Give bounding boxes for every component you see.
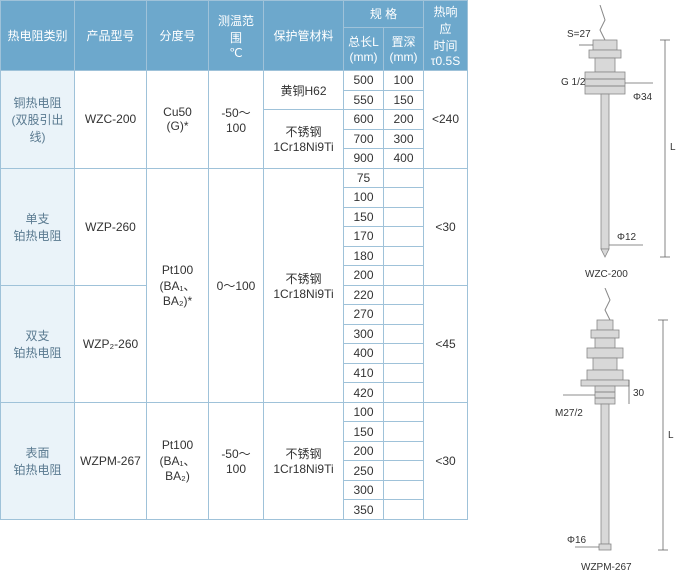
dim-30: 30 — [633, 388, 645, 399]
dim-d12: Φ12 — [617, 232, 637, 243]
cell-length: 400 — [344, 344, 384, 364]
cell-length: 150 — [344, 207, 384, 227]
cell-depth — [384, 188, 424, 208]
cell-length: 100 — [344, 188, 384, 208]
cell-depth — [384, 383, 424, 403]
cell-depth: 400 — [384, 149, 424, 169]
cell-length: 200 — [344, 266, 384, 286]
cell-length: 300 — [344, 480, 384, 500]
cell-category: 双支 铂热电阻 — [1, 285, 75, 402]
cell-depth: 200 — [384, 110, 424, 130]
th-grade: 分度号 — [147, 1, 209, 71]
cell-material: 不锈钢 1Cr18Ni9Ti — [264, 168, 344, 402]
cell-length: 200 — [344, 441, 384, 461]
cell-temp: 0～100 — [209, 168, 264, 402]
cell-model: WZP₂-260 — [75, 285, 147, 402]
th-spec: 规 格 — [344, 1, 424, 28]
cell-depth — [384, 227, 424, 247]
cell-length: 420 — [344, 383, 384, 403]
dim-L: L — [670, 142, 676, 153]
cell-length: 550 — [344, 90, 384, 110]
cell-length: 900 — [344, 149, 384, 169]
cell-material: 不锈钢 1Cr18Ni9Ti — [264, 110, 344, 169]
diagram-wzc200: S=27 G 1/2 Φ34 L Φ12 WZC-200 — [555, 5, 695, 285]
cell-length: 270 — [344, 305, 384, 325]
cell-response: <30 — [424, 402, 468, 519]
table-row: 表面 铂热电阻 WZPM-267 Pt100 (BA₁、BA₂) -50～100… — [1, 402, 468, 422]
th-temp: 测温范围 ℃ — [209, 1, 264, 71]
cell-grade: Cu50 (G)* — [147, 71, 209, 169]
cell-response: <240 — [424, 71, 468, 169]
cell-length: 150 — [344, 422, 384, 442]
cell-material: 不锈钢 1Cr18Ni9Ti — [264, 402, 344, 519]
cell-length: 250 — [344, 461, 384, 481]
cell-length: 410 — [344, 363, 384, 383]
dim-m: M27/2 — [555, 408, 583, 419]
cell-length: 500 — [344, 71, 384, 91]
dim-g: G 1/2 — [561, 77, 586, 88]
cell-length: 170 — [344, 227, 384, 247]
cell-depth — [384, 500, 424, 520]
cell-length: 220 — [344, 285, 384, 305]
cell-depth — [384, 402, 424, 422]
table-row: 单支 铂热电阻 WZP-260 Pt100 (BA₁、BA₂)* 0～100 不… — [1, 168, 468, 188]
cell-length: 100 — [344, 402, 384, 422]
cell-depth — [384, 207, 424, 227]
cell-category: 表面 铂热电阻 — [1, 402, 75, 519]
cell-response: <30 — [424, 168, 468, 285]
cell-length: 75 — [344, 168, 384, 188]
cell-depth — [384, 246, 424, 266]
cell-depth — [384, 363, 424, 383]
cell-depth: 150 — [384, 90, 424, 110]
cell-length: 300 — [344, 324, 384, 344]
cell-depth — [384, 168, 424, 188]
diagram-panel: S=27 G 1/2 Φ34 L Φ12 WZC-200 — [555, 5, 695, 580]
cell-category: 单支 铂热电阻 — [1, 168, 75, 285]
cell-depth — [384, 441, 424, 461]
cell-depth: 100 — [384, 71, 424, 91]
cell-temp: -50～100 — [209, 71, 264, 169]
diagram2-label: WZPM-267 — [581, 562, 632, 573]
cell-response: <45 — [424, 285, 468, 402]
cell-model: WZP-260 — [75, 168, 147, 285]
th-depth: 置深 (mm) — [384, 27, 424, 70]
cell-length: 350 — [344, 500, 384, 520]
cell-length: 180 — [344, 246, 384, 266]
cell-material: 黄铜H62 — [264, 71, 344, 110]
th-category: 热电阻类别 — [1, 1, 75, 71]
cell-category: 铜热电阻 (双股引出线) — [1, 71, 75, 169]
th-model: 产品型号 — [75, 1, 147, 71]
cell-model: WZC-200 — [75, 71, 147, 169]
dim-L2: L — [668, 430, 674, 441]
cell-grade: Pt100 (BA₁、BA₂)* — [147, 168, 209, 402]
cell-depth — [384, 266, 424, 286]
cell-grade: Pt100 (BA₁、BA₂) — [147, 402, 209, 519]
dim-d34: Φ34 — [633, 92, 653, 103]
cell-depth — [384, 461, 424, 481]
cell-length: 600 — [344, 110, 384, 130]
diagram1-label: WZC-200 — [585, 269, 628, 280]
th-material: 保护管材料 — [264, 1, 344, 71]
th-length: 总长L (mm) — [344, 27, 384, 70]
cell-model: WZPM-267 — [75, 402, 147, 519]
cell-depth — [384, 344, 424, 364]
spec-table: 热电阻类别 产品型号 分度号 测温范围 ℃ 保护管材料 规 格 热响应 时间 τ… — [0, 0, 468, 520]
cell-depth — [384, 422, 424, 442]
dim-d16: Φ16 — [567, 535, 587, 546]
cell-depth — [384, 324, 424, 344]
cell-temp: -50～100 — [209, 402, 264, 519]
cell-length: 700 — [344, 129, 384, 149]
table-row: 铜热电阻 (双股引出线) WZC-200 Cu50 (G)* -50～100 黄… — [1, 71, 468, 91]
cell-depth: 300 — [384, 129, 424, 149]
th-response: 热响应 时间 τ0.5S — [424, 1, 468, 71]
cell-depth — [384, 305, 424, 325]
diagram-wzpm267: 30 M27/2 L Φ16 WZPM-267 — [555, 288, 695, 578]
dim-s: S=27 — [567, 29, 591, 40]
cell-depth — [384, 480, 424, 500]
cell-depth — [384, 285, 424, 305]
